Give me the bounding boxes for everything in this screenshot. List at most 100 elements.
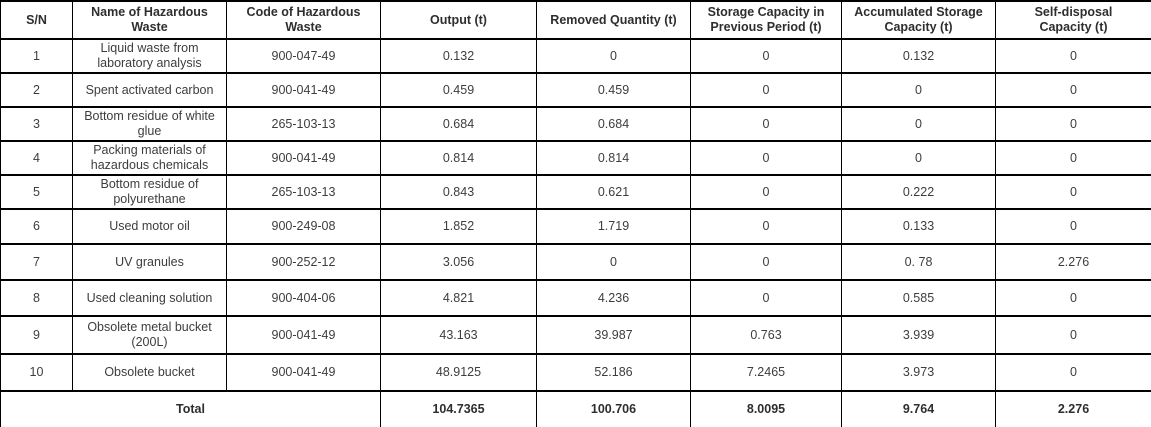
table-row: 9 Obsolete metal bucket (200L) 900-041-4… — [0, 315, 1151, 355]
cell-code: 900-249-08 — [226, 208, 381, 245]
cell-code: 900-404-06 — [226, 279, 381, 317]
cell-output: 0.684 — [380, 106, 537, 142]
cell-removed: 4.236 — [536, 279, 691, 317]
cell-removed: 0 — [536, 243, 691, 281]
cell-removed: 39.987 — [536, 315, 691, 355]
cell-storage-previous: 0 — [690, 140, 842, 176]
cell-removed: 0.621 — [536, 174, 691, 210]
cell-storage-previous: 0 — [690, 243, 842, 281]
cell-removed: 0.814 — [536, 140, 691, 176]
total-self-disposal: 2.276 — [995, 390, 1151, 427]
cell-code: 900-252-12 — [226, 243, 381, 281]
cell-accumulated-storage: 0.222 — [841, 174, 996, 210]
cell-accumulated-storage: 0. 78 — [841, 243, 996, 281]
cell-removed: 0.684 — [536, 106, 691, 142]
cell-self-disposal: 0 — [995, 315, 1151, 355]
cell-code: 900-041-49 — [226, 315, 381, 355]
cell-storage-previous: 0 — [690, 208, 842, 245]
cell-output: 0.132 — [380, 38, 537, 74]
cell-name: UV granules — [72, 243, 227, 281]
cell-name: Packing materials of hazardous chemicals — [72, 140, 227, 176]
cell-name: Used motor oil — [72, 208, 227, 245]
cell-storage-previous: 0 — [690, 279, 842, 317]
cell-output: 3.056 — [380, 243, 537, 281]
cell-sn: 9 — [0, 315, 73, 355]
table-row: 3 Bottom residue of white glue 265-103-1… — [0, 106, 1151, 142]
cell-name: Liquid waste from laboratory analysis — [72, 38, 227, 74]
cell-name: Used cleaning solution — [72, 279, 227, 317]
table-body: 1 Liquid waste from laboratory analysis … — [0, 38, 1151, 392]
cell-storage-previous: 0 — [690, 174, 842, 210]
cell-sn: 6 — [0, 208, 73, 245]
column-header-removed: Removed Quantity (t) — [536, 0, 691, 40]
table-row: 7 UV granules 900-252-12 3.056 0 0 0. 78… — [0, 243, 1151, 281]
cell-sn: 5 — [0, 174, 73, 210]
table-row: 6 Used motor oil 900-249-08 1.852 1.719 … — [0, 208, 1151, 245]
table-row: 4 Packing materials of hazardous chemica… — [0, 140, 1151, 176]
cell-output: 1.852 — [380, 208, 537, 245]
column-header-accumulated-storage: Accumulated Storage Capacity (t) — [841, 0, 996, 40]
cell-sn: 10 — [0, 353, 73, 392]
column-header-code: Code of Hazardous Waste — [226, 0, 381, 40]
cell-sn: 3 — [0, 106, 73, 142]
cell-removed: 1.719 — [536, 208, 691, 245]
cell-code: 900-041-49 — [226, 72, 381, 108]
cell-name: Spent activated carbon — [72, 72, 227, 108]
cell-name: Bottom residue of white glue — [72, 106, 227, 142]
cell-removed: 0.459 — [536, 72, 691, 108]
total-row: Total 104.7365 100.706 8.0095 9.764 2.27… — [0, 390, 1151, 427]
cell-output: 0.814 — [380, 140, 537, 176]
cell-output: 43.163 — [380, 315, 537, 355]
column-header-name: Name of Hazardous Waste — [72, 0, 227, 40]
cell-sn: 4 — [0, 140, 73, 176]
cell-code: 265-103-13 — [226, 106, 381, 142]
cell-name: Obsolete metal bucket (200L) — [72, 315, 227, 355]
column-header-self-disposal: Self-disposal Capacity (t) — [995, 0, 1151, 40]
cell-sn: 1 — [0, 38, 73, 74]
cell-output: 0.459 — [380, 72, 537, 108]
cell-name: Obsolete bucket — [72, 353, 227, 392]
cell-self-disposal: 0 — [995, 140, 1151, 176]
cell-accumulated-storage: 3.939 — [841, 315, 996, 355]
cell-self-disposal: 0 — [995, 38, 1151, 74]
cell-self-disposal: 0 — [995, 279, 1151, 317]
cell-accumulated-storage: 0 — [841, 106, 996, 142]
total-storage-previous: 8.0095 — [690, 390, 842, 427]
total-label: Total — [0, 390, 381, 427]
cell-accumulated-storage: 0.132 — [841, 38, 996, 74]
table-footer: Total 104.7365 100.706 8.0095 9.764 2.27… — [0, 390, 1151, 427]
cell-output: 4.821 — [380, 279, 537, 317]
cell-code: 265-103-13 — [226, 174, 381, 210]
cell-name: Bottom residue of polyurethane — [72, 174, 227, 210]
cell-sn: 7 — [0, 243, 73, 281]
total-accumulated-storage: 9.764 — [841, 390, 996, 427]
table-row: 5 Bottom residue of polyurethane 265-103… — [0, 174, 1151, 210]
table-header: S/N Name of Hazardous Waste Code of Haza… — [0, 0, 1151, 40]
cell-storage-previous: 0.763 — [690, 315, 842, 355]
cell-output: 0.843 — [380, 174, 537, 210]
column-header-storage-previous: Storage Capacity in Previous Period (t) — [690, 0, 842, 40]
cell-self-disposal: 2.276 — [995, 243, 1151, 281]
table-row: 10 Obsolete bucket 900-041-49 48.9125 52… — [0, 353, 1151, 392]
cell-accumulated-storage: 0.133 — [841, 208, 996, 245]
cell-storage-previous: 0 — [690, 106, 842, 142]
cell-code: 900-047-49 — [226, 38, 381, 74]
cell-storage-previous: 0 — [690, 72, 842, 108]
header-row: S/N Name of Hazardous Waste Code of Haza… — [0, 0, 1151, 40]
table-row: 2 Spent activated carbon 900-041-49 0.45… — [0, 72, 1151, 108]
cell-self-disposal: 0 — [995, 174, 1151, 210]
cell-storage-previous: 7.2465 — [690, 353, 842, 392]
cell-self-disposal: 0 — [995, 208, 1151, 245]
cell-accumulated-storage: 0 — [841, 140, 996, 176]
cell-accumulated-storage: 0 — [841, 72, 996, 108]
cell-accumulated-storage: 3.973 — [841, 353, 996, 392]
cell-removed: 0 — [536, 38, 691, 74]
table-row: 8 Used cleaning solution 900-404-06 4.82… — [0, 279, 1151, 317]
column-header-output: Output (t) — [380, 0, 537, 40]
column-header-sn: S/N — [0, 0, 73, 40]
total-output: 104.7365 — [380, 390, 537, 427]
cell-output: 48.9125 — [380, 353, 537, 392]
cell-storage-previous: 0 — [690, 38, 842, 74]
